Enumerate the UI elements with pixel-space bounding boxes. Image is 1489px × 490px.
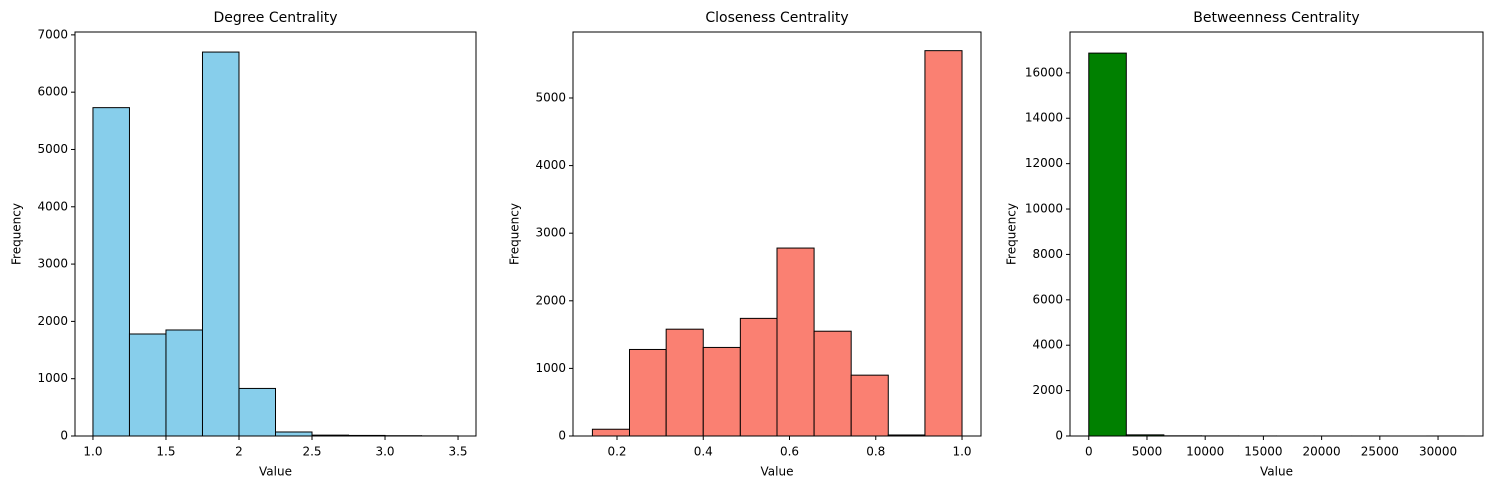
bar (201, 51, 240, 437)
y-axis-label: Frequency (1005, 203, 1019, 265)
bar (924, 50, 963, 437)
y-tick-label: 6000 (1032, 292, 1063, 306)
chart-title: Betweenness Centrality (1193, 10, 1359, 26)
bar (813, 330, 852, 437)
x-axis-label: Value (761, 465, 794, 479)
y-tick-label: 3000 (535, 226, 566, 240)
y-tick-label: 8000 (1032, 247, 1063, 261)
bar (238, 387, 277, 437)
x-tick-label: 0.2 (607, 445, 626, 459)
x-tick-label: 10000 (1186, 445, 1224, 459)
y-tick-label: 16000 (1025, 65, 1063, 79)
axes-frame (572, 31, 982, 437)
y-axis-label: Frequency (10, 203, 24, 265)
y-tick-label: 5000 (37, 142, 68, 156)
y-tick-label: 10000 (1025, 202, 1063, 216)
axes-frame (1069, 31, 1484, 437)
chart-title: Degree Centrality (213, 10, 337, 26)
x-axis-label: Value (1260, 465, 1293, 479)
x-tick-label: 3.5 (448, 445, 467, 459)
x-tick-label: 0.4 (694, 445, 713, 459)
x-tick-label: 3.0 (375, 445, 394, 459)
x-tick-label: 30000 (1419, 445, 1457, 459)
y-tick-label: 1000 (37, 371, 68, 385)
x-tick-label: 2 (235, 445, 243, 459)
y-tick-label: 2000 (1032, 383, 1063, 397)
y-tick-label: 1000 (535, 361, 566, 375)
y-tick-label: 4000 (1032, 338, 1063, 352)
x-tick-label: 0 (1085, 445, 1093, 459)
y-tick-label: 2000 (37, 314, 68, 328)
y-tick-label: 7000 (37, 27, 68, 41)
y-tick-label: 4000 (37, 199, 68, 213)
x-tick-label: 15000 (1244, 445, 1282, 459)
bar (275, 431, 313, 437)
y-tick-label: 12000 (1025, 156, 1063, 170)
x-tick-label: 5000 (1132, 445, 1163, 459)
bar (1088, 52, 1127, 437)
bar (92, 107, 130, 437)
x-tick-label: 25000 (1361, 445, 1399, 459)
y-tick-label: 0 (1055, 429, 1063, 443)
chart-title: Closeness Centrality (705, 10, 848, 26)
bar (591, 428, 630, 437)
bar (702, 346, 741, 437)
bar (850, 374, 889, 437)
bar (165, 329, 203, 437)
x-tick-label: 0.8 (866, 445, 885, 459)
y-tick-label: 0 (60, 429, 68, 443)
x-tick-label: 1.0 (952, 445, 971, 459)
bar (128, 333, 167, 437)
bar (665, 328, 704, 437)
x-tick-label: 1.0 (83, 445, 102, 459)
y-tick-label: 0 (558, 429, 566, 443)
y-axis-label: Frequency (508, 203, 522, 265)
y-tick-label: 2000 (535, 293, 566, 307)
x-tick-label: 0.6 (780, 445, 799, 459)
y-tick-label: 14000 (1025, 111, 1063, 125)
y-tick-label: 5000 (535, 90, 566, 104)
x-tick-label: 1.5 (156, 445, 175, 459)
bar (628, 348, 667, 437)
x-tick-label: 2.5 (302, 445, 321, 459)
y-tick-label: 6000 (37, 85, 68, 99)
x-axis-label: Value (259, 465, 292, 479)
bar (776, 247, 815, 437)
axes-frame (74, 31, 477, 437)
x-tick-label: 20000 (1303, 445, 1341, 459)
y-tick-label: 3000 (37, 257, 68, 271)
bar (739, 317, 778, 437)
y-tick-label: 4000 (535, 158, 566, 172)
